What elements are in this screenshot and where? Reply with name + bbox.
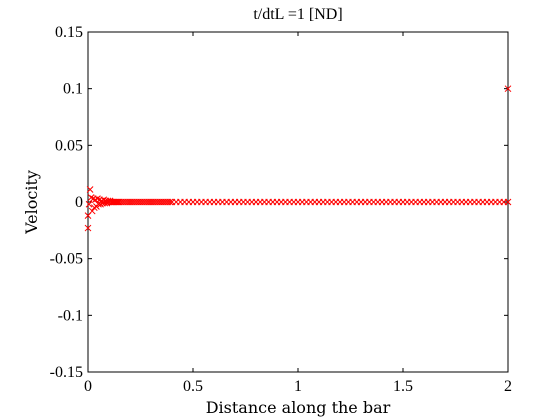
y-tick-label: -0.05 (50, 251, 83, 268)
data-point-marker (84, 224, 92, 232)
data-point-marker (86, 186, 94, 193)
data-point-marker (90, 204, 98, 212)
x-tick-label: 2 (504, 378, 512, 395)
y-tick-label: 0 (75, 194, 83, 211)
data-point-marker (94, 195, 101, 202)
x-tick-label: 1.5 (393, 378, 413, 395)
x-tick-label: 1 (294, 378, 302, 395)
data-point-marker (85, 200, 93, 208)
x-tick-label: 0 (84, 378, 92, 395)
data-point-marker (504, 198, 512, 206)
chart-title: t/dtL =1 [ND] (253, 6, 342, 23)
data-point-marker (115, 198, 122, 206)
y-tick-label: 0.15 (55, 24, 83, 41)
y-axis-label: Velocity (22, 170, 41, 235)
data-markers (84, 85, 512, 232)
tick-labels: 0 0.5 1 1.5 2 -0.15 -0.1 -0.05 0 0.05 0.1 0.15 (50, 24, 512, 395)
y-tick-label: -0.15 (50, 364, 83, 381)
y-tick-label: 0.05 (55, 137, 83, 154)
data-point-marker (504, 85, 512, 93)
x-tick-label: 0.5 (183, 378, 203, 395)
data-point-marker (166, 198, 174, 206)
x-axis-label: Distance along the bar (206, 398, 391, 417)
y-tick-label: 0.1 (63, 81, 83, 98)
y-tick-label: -0.1 (58, 307, 83, 324)
data-point-marker (112, 198, 120, 206)
data-point-marker (87, 194, 95, 201)
